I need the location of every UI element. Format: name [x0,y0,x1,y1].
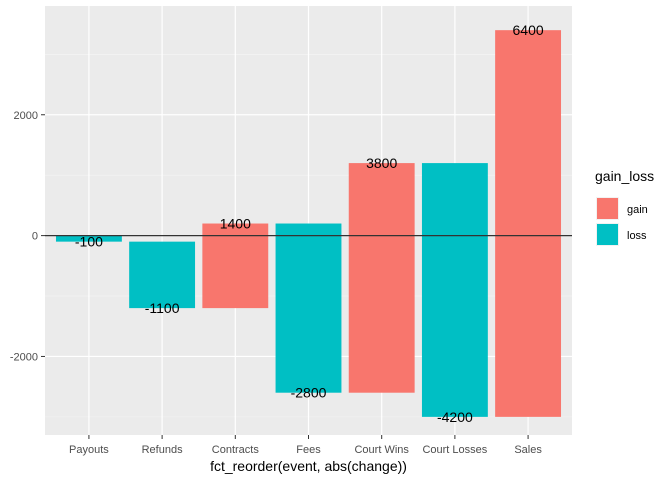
x-tick-label: Sales [514,444,542,456]
bar-sales [495,30,562,417]
bar-refunds [129,241,196,309]
bar-fees [275,223,342,393]
legend-label-gain: gain [627,204,648,216]
y-axis: -2000 0 2000 [10,110,45,363]
x-axis: Payouts Refunds Contracts Fees Court Wins Cou… [69,435,542,456]
x-tick-label: Fees [296,444,321,456]
bar-contracts [202,223,269,309]
data-label: -4200 [437,409,473,425]
x-tick-label: Refunds [142,444,183,456]
data-label: -100 [75,234,103,250]
legend-swatch-gain [597,198,618,219]
data-label: 6400 [513,22,544,38]
bar-payouts [55,235,122,242]
legend: gain_loss gain loss [595,168,654,246]
data-labels: -100 -1100 1400 -2800 3800 -4200 6400 [75,22,544,425]
x-tick-label: Payouts [69,444,109,456]
legend-swatch-loss [597,224,618,245]
bar-court-wins [348,163,415,393]
x-tick-label: Court Losses [422,444,487,456]
bars [55,30,562,417]
y-tick-label: 0 [32,231,38,243]
x-axis-title: fct_reorder(event, abs(change)) [210,458,407,474]
data-label: -2800 [291,385,327,401]
x-tick-label: Contracts [212,444,260,456]
data-label: 1400 [220,216,251,232]
y-tick-label: 2000 [14,110,38,122]
legend-title: gain_loss [595,168,654,184]
data-label: 3800 [366,155,397,171]
x-tick-label: Court Wins [354,444,409,456]
bar-court-losses [421,163,488,417]
data-label: -1100 [145,300,180,316]
y-tick-label: -2000 [10,351,38,363]
legend-label-loss: loss [627,230,647,242]
